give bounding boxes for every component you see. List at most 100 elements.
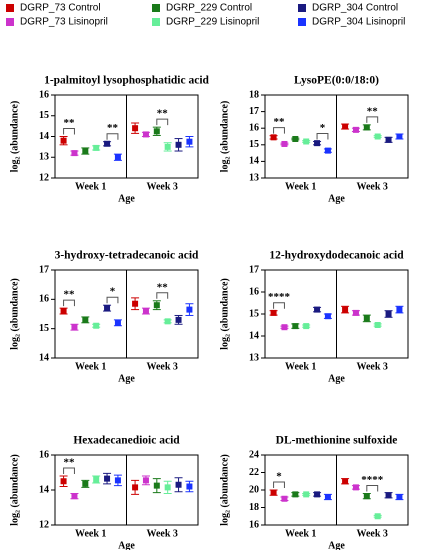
marker	[60, 478, 67, 485]
significance-label: **	[274, 116, 286, 128]
legend-label: DGRP_229 Lisinopril	[166, 17, 259, 28]
marker	[82, 148, 89, 155]
marker	[281, 324, 288, 331]
marker	[324, 313, 331, 320]
x-axis-label: Age	[118, 540, 135, 550]
x-tick-label: Week 3	[147, 181, 178, 192]
marker	[175, 141, 182, 148]
marker	[60, 137, 67, 144]
marker	[385, 136, 392, 143]
x-tick-label: Week 1	[75, 528, 106, 539]
legend-label: DGRP_73 Control	[20, 3, 101, 14]
y-tick-label: 14	[249, 156, 259, 167]
marker	[186, 306, 193, 313]
y-tick-label: 22	[249, 467, 259, 478]
significance-label: **	[367, 105, 379, 117]
marker	[396, 133, 403, 140]
legend-label: DGRP_304 Lisinopril	[312, 17, 405, 28]
legend-swatch	[298, 4, 306, 12]
significance-bracket	[63, 299, 75, 307]
marker	[82, 316, 89, 323]
significance-bracket	[366, 485, 379, 492]
significance-bracket	[156, 292, 169, 299]
panel-title: 3-hydroxy-tetradecanoic acid	[55, 250, 199, 262]
significance-label: **	[64, 457, 76, 469]
legend-label: DGRP_304 Control	[312, 3, 398, 14]
significance-label: **	[107, 122, 119, 134]
y-tick-label: 16	[39, 294, 49, 305]
significance-bracket	[273, 302, 285, 309]
x-tick-label: Week 3	[357, 181, 388, 192]
y-tick-label: 18	[249, 502, 259, 513]
y-tick-label: 18	[249, 89, 259, 100]
y-tick-label: 13	[39, 152, 49, 163]
y-tick-label: 12	[39, 172, 49, 183]
marker	[93, 322, 100, 329]
marker	[324, 494, 331, 500]
marker	[352, 126, 359, 133]
x-tick-label: Week 1	[285, 181, 316, 192]
y-tick-label: 14	[249, 330, 259, 341]
marker	[270, 309, 277, 316]
marker	[175, 316, 182, 323]
y-tick-label: 17	[39, 264, 49, 275]
x-axis-label: Age	[118, 373, 135, 384]
x-tick-label: Week 1	[75, 361, 106, 372]
marker	[363, 493, 370, 500]
marker	[314, 306, 321, 313]
legend-label: DGRP_73 Lisinopril	[20, 17, 108, 28]
significance-label: *	[276, 471, 282, 483]
y-tick-label: 15	[39, 110, 49, 121]
marker	[114, 319, 121, 326]
significance-bracket	[316, 132, 329, 140]
y-tick-label: 12	[39, 519, 49, 530]
y-tick-label: 15	[249, 308, 259, 319]
y-tick-label: 16	[249, 519, 259, 530]
legend-swatch	[298, 18, 306, 26]
y-tick-label: 16	[39, 449, 49, 460]
marker	[164, 318, 171, 325]
marker	[71, 324, 78, 331]
marker	[153, 482, 160, 489]
y-tick-label: 16	[249, 286, 259, 297]
significance-bracket	[156, 118, 169, 126]
marker	[374, 322, 381, 328]
marker	[104, 140, 111, 147]
marker	[114, 154, 121, 161]
marker	[132, 125, 139, 132]
x-axis-label: Age	[328, 373, 345, 384]
marker	[374, 513, 381, 520]
x-tick-label: Week 3	[357, 361, 388, 372]
x-axis-label: Age	[328, 540, 345, 550]
panel-title: LysoPE(0:0/18:0)	[294, 75, 379, 87]
significance-bracket	[273, 127, 285, 134]
significance-bracket	[106, 296, 119, 304]
y-axis-label: log₂ (abundance)	[9, 454, 20, 526]
marker	[164, 484, 171, 491]
marker	[270, 489, 277, 496]
marker	[71, 150, 78, 157]
legend-swatch	[6, 18, 14, 26]
marker	[303, 138, 310, 145]
marker	[71, 493, 78, 500]
marker	[292, 323, 299, 330]
x-tick-label: Week 3	[147, 361, 178, 372]
marker	[352, 309, 359, 316]
marker	[396, 306, 403, 313]
significance-label: **	[157, 281, 169, 293]
x-tick-label: Week 1	[75, 181, 106, 192]
y-axis-label: log₂ (abundance)	[9, 101, 20, 173]
y-tick-label: 17	[249, 264, 259, 275]
y-axis-label: log₂ (abundance)	[219, 454, 230, 526]
marker	[363, 315, 370, 322]
y-tick-label: 24	[249, 449, 259, 460]
marker	[132, 300, 139, 307]
marker	[303, 323, 310, 330]
marker	[270, 134, 277, 141]
marker	[314, 140, 321, 147]
marker	[186, 138, 193, 145]
marker	[396, 494, 403, 500]
marker	[385, 492, 392, 499]
y-axis-label: log₂ (abundance)	[9, 278, 20, 350]
x-axis-label: Age	[328, 193, 345, 204]
